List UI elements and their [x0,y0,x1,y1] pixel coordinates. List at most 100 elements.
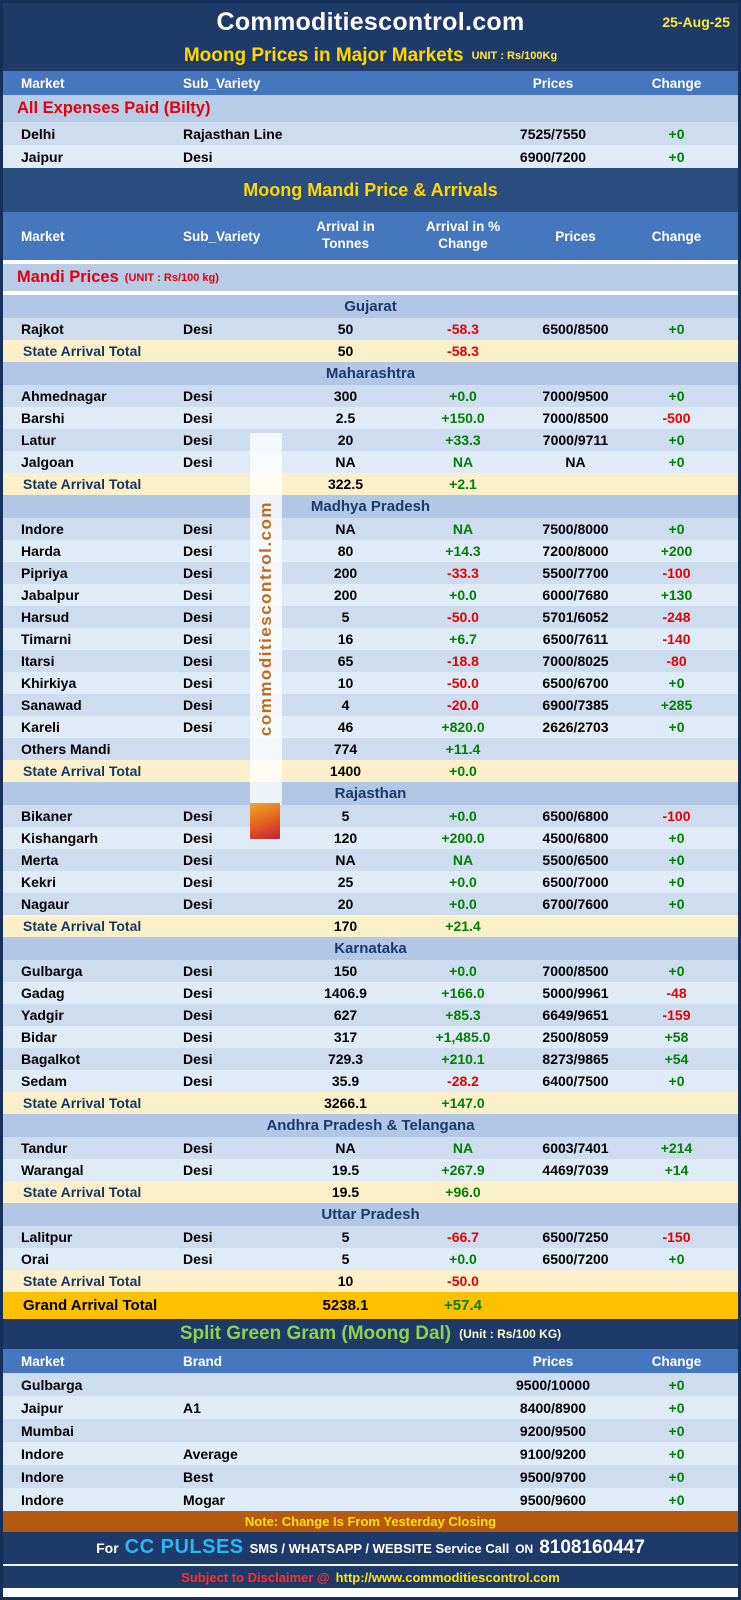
sub-variety: Desi [183,675,213,691]
sub-variety: Desi [183,432,213,448]
change: -150 [662,1229,691,1245]
arrival-tonnes: 20 [337,432,354,448]
change: +0 [668,125,685,142]
change: -100 [662,808,691,824]
col-arrival-tonnes: Arrival in Tonnes [316,219,375,251]
market-name: Jaipur [21,148,64,165]
market-name: Warangal [21,1162,84,1178]
col-sub-variety: Sub_Variety [183,75,261,91]
state-total-row: State Arrival Total 3266.1 +147.0 [3,1092,738,1114]
arrival-pct-change: NA [452,1140,474,1156]
arrival-tonnes: NA [335,454,356,470]
state-total-label: State Arrival Total [23,1273,142,1289]
arrival-tonnes: 120 [333,830,358,846]
arrival-pct-change: +11.4 [445,741,481,757]
state-total-label: State Arrival Total [23,1184,142,1200]
arrival-tonnes: 65 [337,653,354,669]
col-prices: Prices [555,228,596,244]
mandi-row: Yadgir Desi 627 +85.3 6649/9651 -159 [3,1004,738,1026]
state-total-pct: -50.0 [447,1273,479,1289]
sub-variety: Desi [183,808,213,824]
sub-variety: Desi [183,1162,213,1178]
state-total-pct: +96.0 [445,1184,481,1200]
prices: 5701/6052 [542,609,609,625]
market-name: Gulbarga [21,963,83,979]
col-brand: Brand [183,1353,223,1369]
arrival-pct-change: +0.0 [449,963,477,979]
moong-dal-column-header: Market Brand Prices Change [3,1349,738,1373]
arrival-tonnes: 5 [341,1251,350,1267]
state-total-arrival: 19.5 [331,1184,360,1200]
sub-variety: Desi [183,1140,213,1156]
state-name: Maharashtra [325,365,416,382]
service-text: SMS / WHATSAPP / WEBSITE Service Call [249,1541,510,1556]
change: +0 [668,454,685,470]
arrival-pct-change: +1,485.0 [435,1029,491,1045]
market-name: Sanawad [21,697,82,713]
market-name: Kareli [21,719,60,735]
major-markets-column-header: Market Sub_Variety Prices Change [3,71,738,95]
grand-total-label: Grand Arrival Total [23,1297,158,1314]
sub-variety: Desi [183,1007,213,1023]
mandi-row: Tandur Desi NA NA 6003/7401 +214 [3,1137,738,1159]
market-name: Yadgir [21,1007,64,1023]
mandi-row: Sedam Desi 35.9 -28.2 6400/7500 +0 [3,1070,738,1092]
state-total-arrival: 10 [337,1273,354,1289]
prices: 6500/8500 [542,321,609,337]
state-header-row: Rajasthan [3,782,738,805]
sub-variety: Desi [183,1051,213,1067]
prices: 6900/7200 [519,148,587,165]
market-name: Nagaur [21,896,70,912]
note-bar: Note: Change Is From Yesterday Closing [3,1511,738,1532]
brand: Best [183,1468,214,1485]
arrival-tonnes: 627 [333,1007,358,1023]
arrival-tonnes: 1406.9 [324,985,367,1001]
prices: 6700/7600 [542,896,609,912]
mandi-row: Pipriya Desi 200 -33.3 5500/7700 -100 [3,562,738,584]
change: +0 [668,321,685,337]
note-text: Note: Change Is From Yesterday Closing [244,1514,497,1529]
col-prices: Prices [532,1353,574,1369]
arrival-pct-change: -50.0 [447,609,479,625]
arrival-tonnes: 50 [337,321,354,337]
arrival-tonnes: 20 [337,896,354,912]
market-name: Indore [21,1445,64,1462]
market-name: Sedam [21,1073,67,1089]
change: +0 [668,1073,685,1089]
state-total-row: State Arrival Total 50 -58.3 [3,340,738,362]
moong-dal-unit: (Unit : Rs/100 KG) [459,1327,562,1341]
market-name: Harda [21,543,61,559]
mandi-table-body: Gujarat Rajkot Desi 50 -58.3 6500/8500 +0 State… [3,295,738,1292]
mandi-title: Moong Mandi Price & Arrivals [243,179,498,200]
moong-dal-rows: Gulbarga 9500/10000 +0 Jaipur A1 8400/8900 +0 M… [3,1373,738,1511]
disclaimer-url-link[interactable]: http://www.commoditiescontrol.com [335,1569,560,1585]
state-total-arrival: 3266.1 [324,1095,367,1111]
prices: 9200/9500 [519,1422,587,1439]
col-market: Market [21,75,65,91]
change: +0 [668,148,685,165]
sub-variety: Desi [183,963,213,979]
change: +0 [668,830,685,846]
state-total-label: State Arrival Total [23,918,142,934]
arrival-tonnes: 80 [337,543,354,559]
prices: 4500/6800 [542,830,609,846]
separator [3,291,738,295]
mandi-row: Orai Desi 5 +0.0 6500/7200 +0 [3,1248,738,1270]
prices: 2626/2703 [542,719,609,735]
arrival-pct-change: NA [452,521,474,537]
report-date: 25-Aug-25 [662,14,730,30]
sub-variety: Desi [183,719,213,735]
disclaimer-prefix: Subject to Disclaimer @ [181,1569,330,1585]
market-name: Indore [21,521,64,537]
sub-variety: Desi [183,852,213,868]
sub-variety: Desi [183,410,213,426]
sub-variety: Desi [183,148,213,165]
prices: 8400/8900 [519,1399,587,1416]
market-name: Tandur [21,1140,68,1156]
mandi-row: Gadag Desi 1406.9 +166.0 5000/9961 -48 [3,982,738,1004]
market-name: Lalitpur [21,1229,73,1245]
sub-variety: Desi [183,454,213,470]
prices: 6500/6700 [542,675,609,691]
prices: 7000/8500 [542,410,609,426]
change: +0 [668,1251,685,1267]
